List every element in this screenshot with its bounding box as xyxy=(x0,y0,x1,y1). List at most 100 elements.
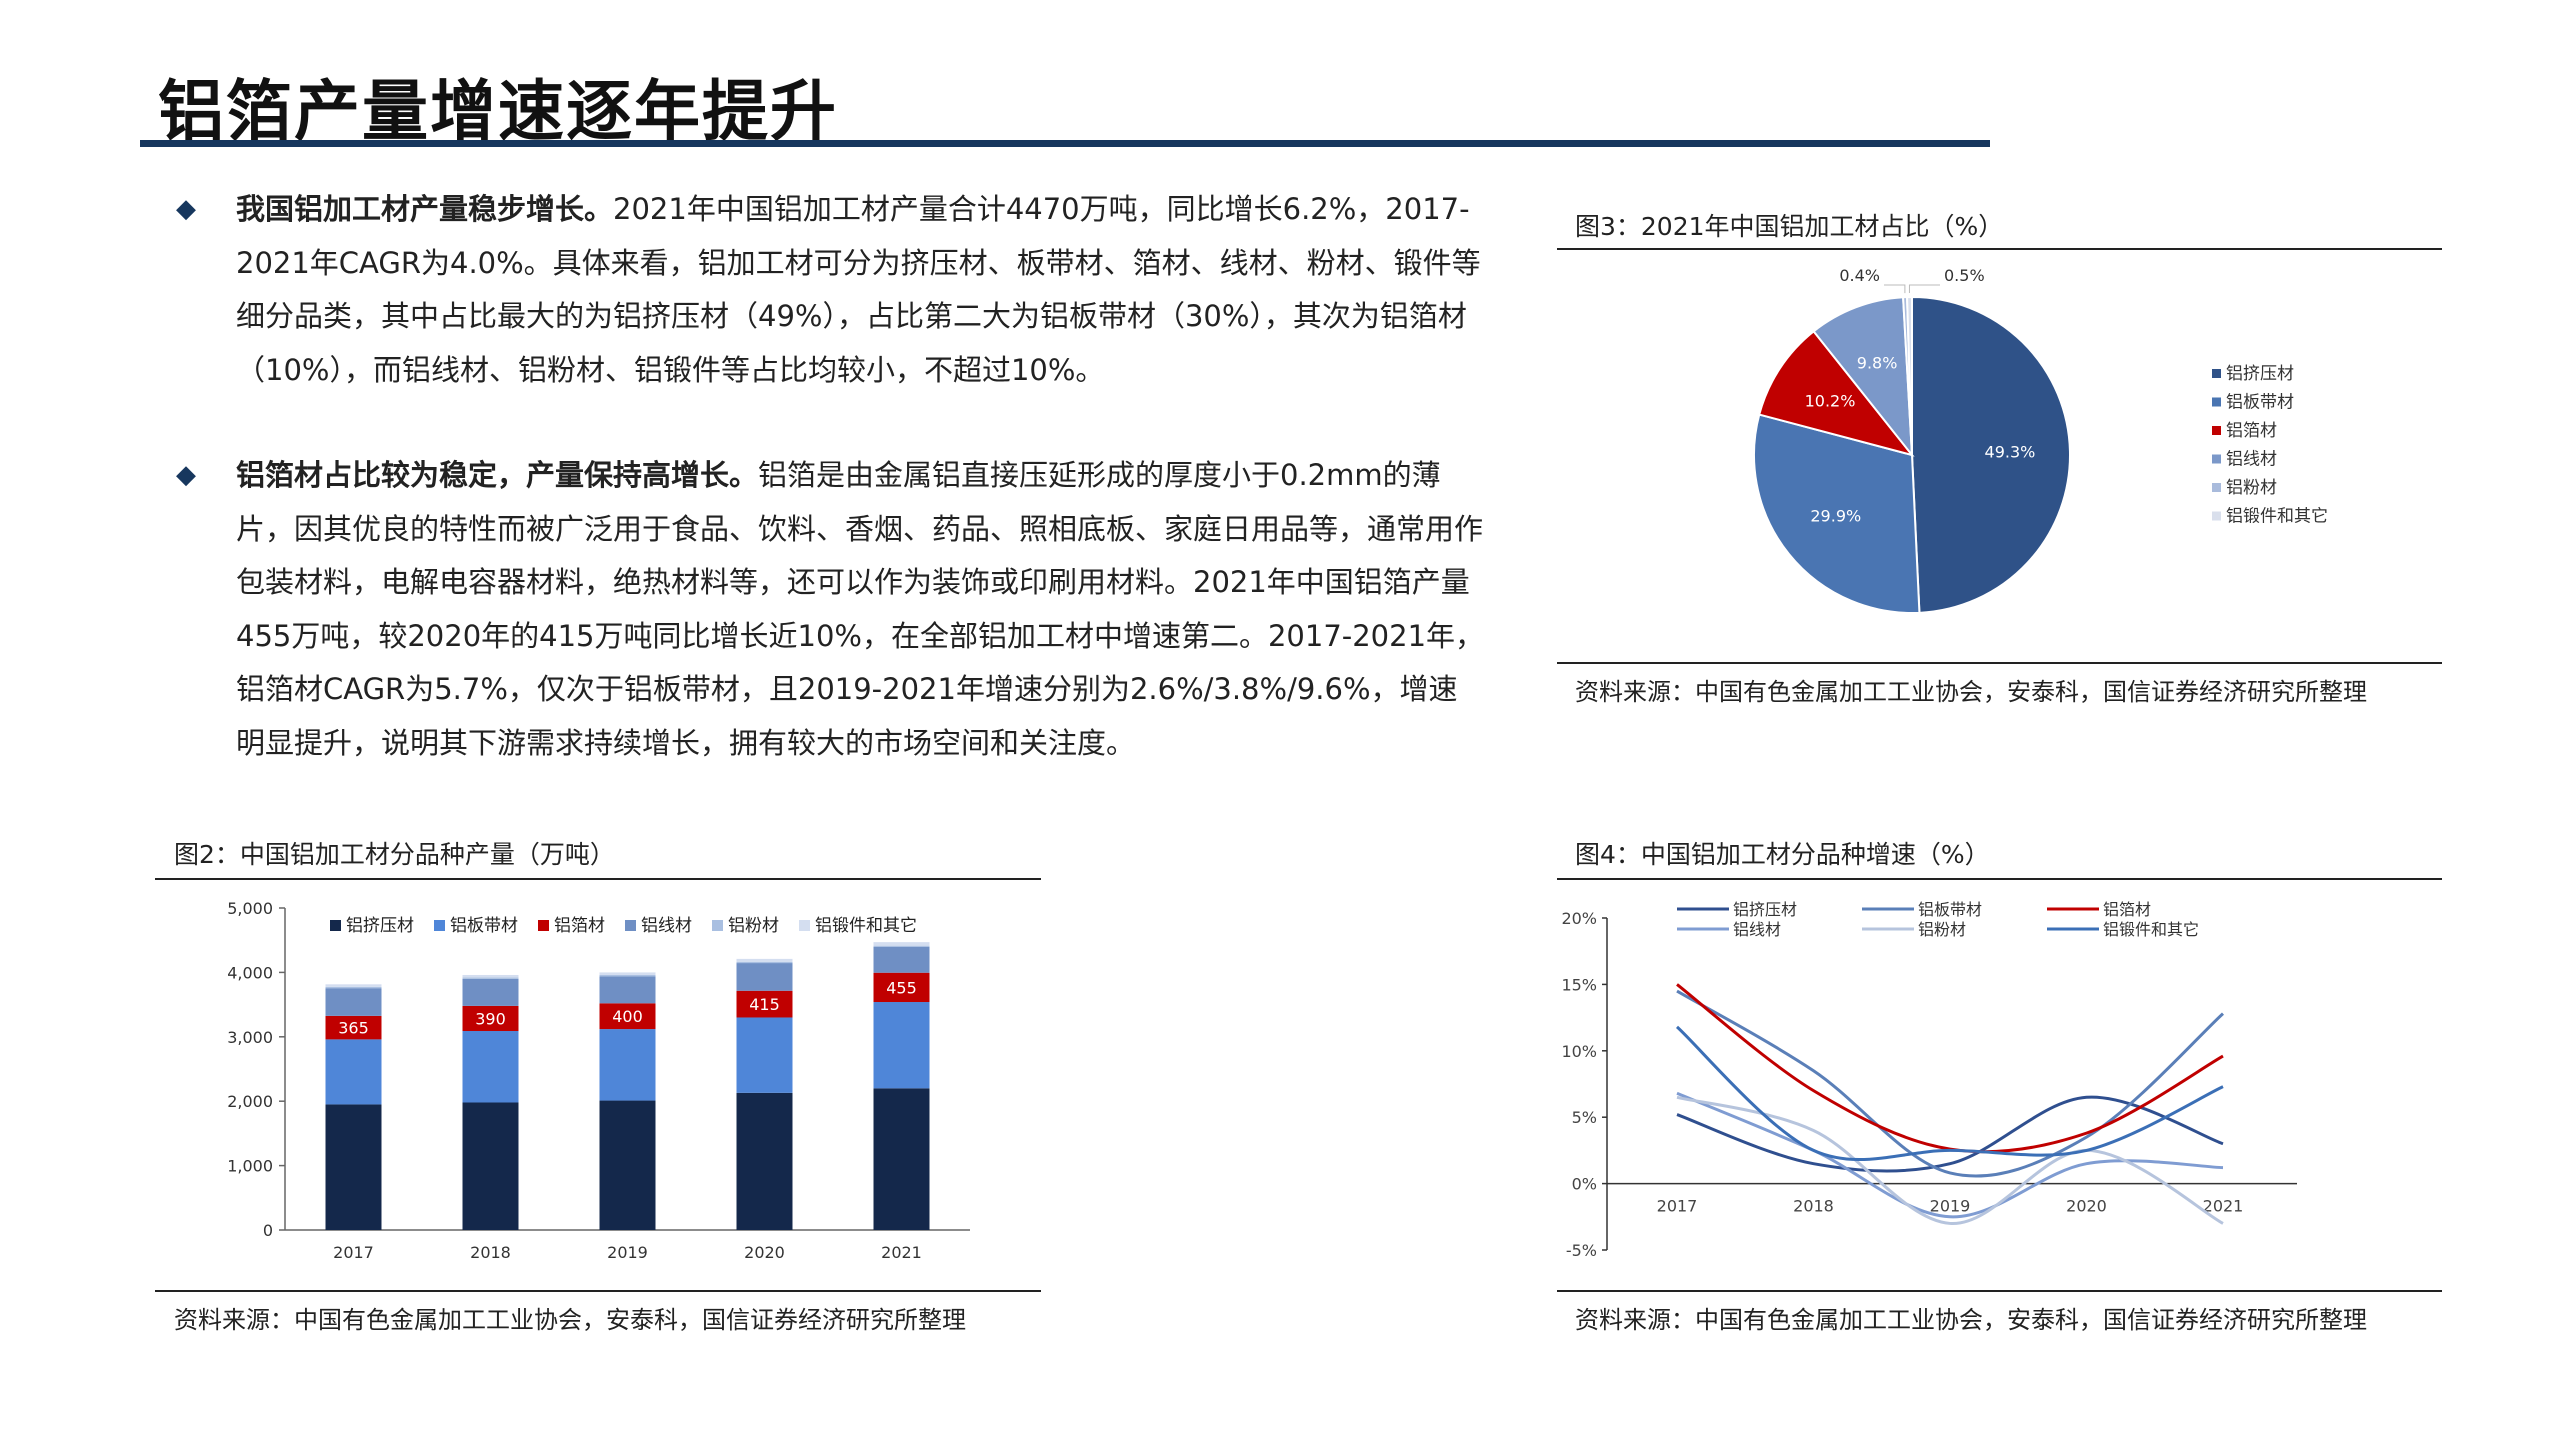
paragraph-1-lead: 我国铝加工材产量稳步增长。 xyxy=(236,192,614,226)
fig2-y-tick-label: 4,000 xyxy=(227,963,273,982)
fig2-data-label: 455 xyxy=(886,978,917,997)
fig4-series-line xyxy=(1675,1025,2224,1162)
fig2-legend-swatch xyxy=(434,920,445,931)
fig2-bar-segment xyxy=(462,977,519,979)
diamond-bullet-icon: ◆ xyxy=(176,460,196,490)
fig2-bar-segment xyxy=(462,1031,519,1103)
fig2-bar-segment xyxy=(736,963,793,991)
fig2-legend-swatch xyxy=(625,920,636,931)
fig2-y-tick-label: 1,000 xyxy=(227,1157,273,1176)
fig2-source: 资料来源：中国有色金属加工工业协会，安泰科，国信证券经济研究所整理 xyxy=(174,1306,966,1334)
fig3-legend-swatch xyxy=(2212,369,2221,378)
fig2-y-tick-label: 3,000 xyxy=(227,1028,273,1047)
fig2-y-tick-label: 0 xyxy=(263,1221,273,1240)
fig4-legend-label: 铝粉材 xyxy=(1918,920,1966,939)
fig2-bar-segment xyxy=(736,990,793,1018)
fig4-x-tick-label: 2021 xyxy=(2203,1197,2244,1216)
fig4-x-tick-label: 2017 xyxy=(1657,1197,1698,1216)
fig2-legend-label: 铝挤压材 xyxy=(346,916,414,936)
fig2-bar-segment xyxy=(599,972,656,975)
fig2-data-label: 415 xyxy=(749,995,780,1014)
fig2-bar-segment xyxy=(462,1102,519,1230)
fig3-legend-label: 铝线材 xyxy=(2226,450,2277,470)
fig4-y-tick-label: 0% xyxy=(1572,1175,1597,1194)
fig2-bar-segment xyxy=(873,1088,930,1230)
fig2-bar-segment xyxy=(873,945,930,947)
fig3-legend-swatch xyxy=(2212,454,2221,464)
fig4-x-tick-label: 2020 xyxy=(2066,1197,2107,1216)
fig2-bar-segment xyxy=(873,1002,930,1089)
fig2-bottom-rule xyxy=(155,1290,1041,1292)
fig2-bar-segment xyxy=(462,1005,519,1032)
fig4-series-line xyxy=(1676,989,2225,1178)
fig3-bottom-rule xyxy=(1557,662,2442,664)
fig3-pie-chart: 49.3% 29.9% 10.2%9.8% 0.4% 0.5% 铝挤压材铝板带材铝箔材铝线… xyxy=(1753,266,2328,614)
fig3-legend-swatch xyxy=(2212,511,2221,521)
fig3-legend-label: 铝粉材 xyxy=(2226,478,2277,498)
fig2-bar-segment xyxy=(736,1092,793,1230)
fig3-slice-label: 0.4% xyxy=(1839,266,1880,285)
fig2-bar-segment xyxy=(325,1015,382,1040)
fig4-y-tick-label: 20% xyxy=(1561,909,1597,928)
paragraph-1-body: 2021年中国铝加工材产量合计4470万吨，同比增长6.2%，2017-2021… xyxy=(236,192,1481,387)
fig3-source: 资料来源：中国有色金属加工工业协会，安泰科，国信证券经济研究所整理 xyxy=(1575,678,2367,706)
fig2-bar-segment xyxy=(462,974,519,978)
fig4-y-tick-label: 15% xyxy=(1561,975,1597,994)
fig2-bar-segment xyxy=(873,972,930,1003)
fig2-legend-label: 铝锻件和其它 xyxy=(815,916,917,936)
fig4-title: 图4：中国铝加工材分品种增速（%） xyxy=(1575,840,1990,869)
fig2-x-tick-label: 2017 xyxy=(333,1243,374,1262)
fig2-legend-swatch xyxy=(330,920,341,931)
fig2-bar-segment xyxy=(599,1100,656,1230)
diamond-bullet-icon: ◆ xyxy=(176,194,196,224)
fig2-data-label: 365 xyxy=(338,1019,369,1038)
fig2-bar-segment xyxy=(599,974,656,977)
fig4-legend-label: 铝板带材 xyxy=(1918,900,1982,919)
fig2-x-tick-label: 2021 xyxy=(881,1243,922,1262)
fig2-bar-segment xyxy=(736,961,793,964)
fig2-bar-segment xyxy=(325,988,382,1016)
fig2-y-tick-label: 5,000 xyxy=(227,899,273,918)
fig4-series-line xyxy=(1676,1095,2224,1173)
fig2-legend-swatch xyxy=(799,920,810,931)
paragraph-2: ◆ 铝箔材占比较为稳定，产量保持高增长。铝箔是由金属铝直接压延形成的厚度小于0.… xyxy=(176,449,1486,770)
fig3-legend-swatch xyxy=(2212,426,2221,435)
fig2-stacked-bar-chart: 0 1,000 2,000 3,000 4,000 5,000 365 2017 390 2018… xyxy=(227,899,970,1262)
fig4-y-tick-label: -5% xyxy=(1566,1241,1597,1260)
fig4-legend-label: 铝线材 xyxy=(1733,920,1781,939)
fig2-legend-label: 铝粉材 xyxy=(728,916,779,936)
fig2-legend-swatch xyxy=(538,920,549,931)
fig2-legend-label: 铝板带材 xyxy=(450,916,518,936)
fig4-x-tick-label: 2018 xyxy=(1793,1197,1834,1216)
fig4-legend-label: 铝锻件和其它 xyxy=(2103,920,2199,939)
fig2-bar-segment xyxy=(599,976,656,1004)
fig3-legend-label: 铝板带材 xyxy=(2226,393,2294,413)
fig3-legend-label: 铝挤压材 xyxy=(2226,364,2294,384)
fig2-bar-segment xyxy=(873,946,930,973)
title-underline xyxy=(140,140,1990,147)
fig3-top-rule xyxy=(1557,248,2442,250)
fig4-line-chart: -5% 0% 5% 10% 15% 20% 2017 2018 2019 2020 2021 铝挤压材… xyxy=(1561,900,2297,1260)
fig3-leader-line xyxy=(1884,284,1906,294)
fig3-legend-label: 铝箔材 xyxy=(2226,421,2277,441)
fig2-bar-segment xyxy=(599,1029,656,1101)
paragraph-1: ◆ 我国铝加工材产量稳步增长。2021年中国铝加工材产量合计4470万吨，同比增… xyxy=(176,183,1486,397)
fig2-x-tick-label: 2020 xyxy=(744,1243,785,1262)
fig3-slice-label: 10.2% xyxy=(1805,391,1856,410)
fig2-legend-swatch xyxy=(712,920,723,931)
fig4-source: 资料来源：中国有色金属加工工业协会，安泰科，国信证券经济研究所整理 xyxy=(1575,1306,2367,1334)
fig3-legend-swatch xyxy=(2212,397,2221,407)
fig4-top-rule xyxy=(1557,878,2442,880)
fig3-slice-label: 49.3% xyxy=(1985,443,2036,462)
fig4-series-line xyxy=(1676,1095,2224,1225)
fig3-pie-slice xyxy=(1812,296,1914,459)
fig3-pie-slice xyxy=(1906,295,1913,456)
paragraph-2-lead: 铝箔材占比较为稳定，产量保持高增长。 xyxy=(236,458,759,492)
fig4-legend-label: 铝箔材 xyxy=(2103,900,2151,919)
fig3-title: 图3：2021年中国铝加工材占比（%） xyxy=(1575,212,2004,241)
fig4-y-tick-label: 5% xyxy=(1572,1108,1597,1127)
fig2-bar-segment xyxy=(873,942,930,946)
fig2-legend-label: 铝箔材 xyxy=(554,916,605,936)
fig2-x-tick-label: 2019 xyxy=(607,1243,648,1262)
fig2-bar-segment xyxy=(462,978,519,1006)
